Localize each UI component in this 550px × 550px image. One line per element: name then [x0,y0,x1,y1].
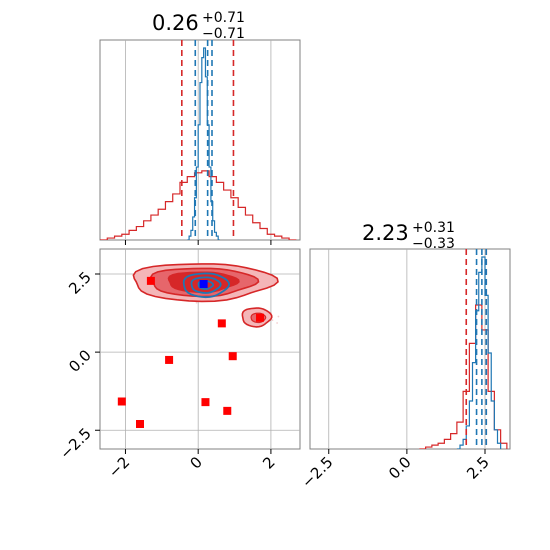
marker-blue [199,280,208,288]
x-ticks [124,240,272,245]
title-param1-minus: −0.71 [202,26,245,42]
panel-frame [309,248,511,450]
x-tick-label: 0.0 [385,453,415,483]
marker-red [146,276,155,285]
y-tick-label: 0.0 [65,346,95,376]
contour-blue-1 [190,276,222,294]
quantile-lines [181,40,235,240]
marker-red [117,397,126,406]
contours-blue [182,272,231,299]
sample-point [271,319,274,322]
title-param2-value: 2.23 [362,221,409,245]
x-tick-label: −2 [105,453,133,481]
scatter-panel: −2 0 2 −2.5 0.0 2.5 [56,248,301,481]
marker-red [223,406,232,415]
markers [117,276,264,428]
panel-frame [99,39,301,241]
y-tick-label: −2.5 [56,424,94,462]
marker-red [256,313,264,322]
hist-panel-param2: −2.5 0.0 2.5 2.23 +0.31 −0.33 [298,220,511,492]
marker-red [136,420,144,428]
x-tick-label: 2.5 [463,453,493,483]
sample-point [277,315,280,318]
x-tick-label: 2 [259,453,278,472]
hist-red-param1 [100,170,297,240]
contour-blue-0 [182,272,231,299]
y-ticks: −2.5 0.0 2.5 [56,268,100,463]
x-tick-label: 0 [187,453,206,472]
marker-red [165,355,174,364]
x-tick-label: −2.5 [298,453,336,491]
sample-point [276,322,279,324]
title-param1-value: 0.26 [152,11,199,35]
hist-panel-param1: 0.26 +0.71 −0.71 [99,10,301,245]
marker-red [201,398,210,407]
x-ticks: −2.5 0.0 2.5 [298,449,493,492]
contour-blue-2 [197,280,215,290]
quantile-lines [465,249,488,449]
x-ticks: −2 0 2 [105,449,279,481]
marker-red [228,352,237,361]
hist-blue-param1 [187,47,220,240]
title-param2-minus: −0.33 [412,236,455,252]
hist-blue-param2 [456,256,502,449]
sample-point [195,301,198,304]
title-param2-plus: +0.31 [412,220,455,236]
marker-red [217,319,226,328]
y-tick-label: 2.5 [65,268,95,298]
title-param1-plus: +0.71 [202,10,245,26]
